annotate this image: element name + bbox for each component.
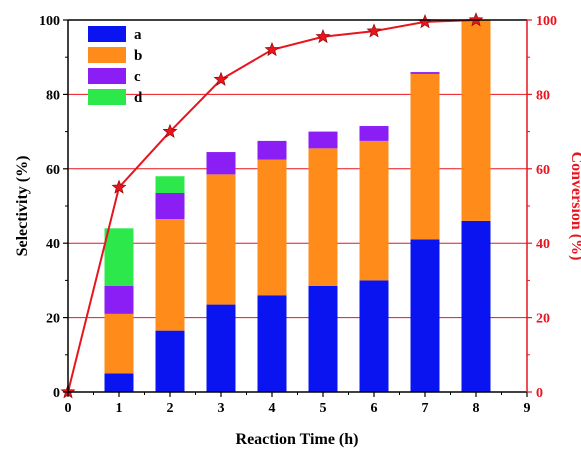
legend-swatch-b [88,47,126,63]
left-tick-label: 0 [53,386,60,401]
legend-label-d: d [134,90,143,106]
right-axis-title: Conversion (%) [568,152,581,261]
x-tick-label: 1 [116,401,123,416]
conversion-point [366,23,382,38]
bar-segment-a [104,373,134,392]
conversion-point [213,71,229,86]
bar-segment-c [104,285,134,314]
bar-segment-c [257,140,287,160]
x-tick-label: 4 [269,401,276,416]
bar-segment-a [206,304,236,392]
conversion-point [417,14,433,29]
bar-segment-b [257,159,287,296]
x-tick-label: 8 [473,401,480,416]
bar-segment-c [155,192,185,220]
conversion-point [264,41,280,57]
left-tick-label: 100 [39,14,60,29]
x-tick-label: 5 [320,401,327,416]
conversion-point [315,28,331,44]
legend-label-b: b [134,48,142,64]
bar-segment-d [155,176,185,193]
bar-segment-b [206,174,236,305]
x-tick-label: 0 [65,401,72,416]
bar-segment-a [308,285,338,392]
bar-stacks [104,20,491,392]
x-axis-title: Reaction Time (h) [236,431,359,448]
bar-segment-b [410,73,440,240]
bar-segment-c [410,72,440,74]
bar-segment-a [155,330,185,392]
legend-label-a: a [134,27,142,43]
bar-segment-a [257,295,287,392]
x-tick-label: 6 [371,401,378,416]
bar-segment-d [104,228,134,286]
bar-segment-a [359,280,389,392]
bar-segment-b [155,219,185,331]
bar-segment-b [104,313,134,374]
legend-swatch-a [88,26,126,42]
bar-segment-a [410,239,440,392]
x-tick-label: 9 [524,401,531,416]
right-tick-label: 100 [536,14,557,29]
bar-segment-a [461,220,491,392]
right-tick-label: 80 [536,88,550,103]
x-tick-label: 7 [422,401,429,416]
left-tick-label: 40 [46,237,60,252]
bar-segment-b [359,140,389,281]
x-tick-label: 2 [167,401,174,416]
bar-segment-b [308,148,338,286]
right-tick-label: 40 [536,237,550,252]
left-axis-title: Selectivity (%) [14,156,31,257]
x-tick-label: 3 [218,401,225,416]
right-gridlines [68,93,527,319]
bar-segment-c [359,126,389,141]
left-tick-label: 60 [46,163,60,178]
right-tick-label: 60 [536,163,550,178]
legend-label-c: c [134,69,141,85]
right-tick-label: 0 [536,386,543,401]
legend-swatch-c [88,68,126,84]
left-tick-label: 20 [46,312,60,327]
right-tick-label: 20 [536,312,550,327]
left-tick-label: 80 [46,88,60,103]
bar-segment-b [461,20,491,221]
conversion-point [111,179,127,194]
bar-segment-c [206,152,236,175]
conversion-point [162,123,178,138]
bar-segment-c [308,131,338,149]
legend-swatch-d [88,89,126,105]
